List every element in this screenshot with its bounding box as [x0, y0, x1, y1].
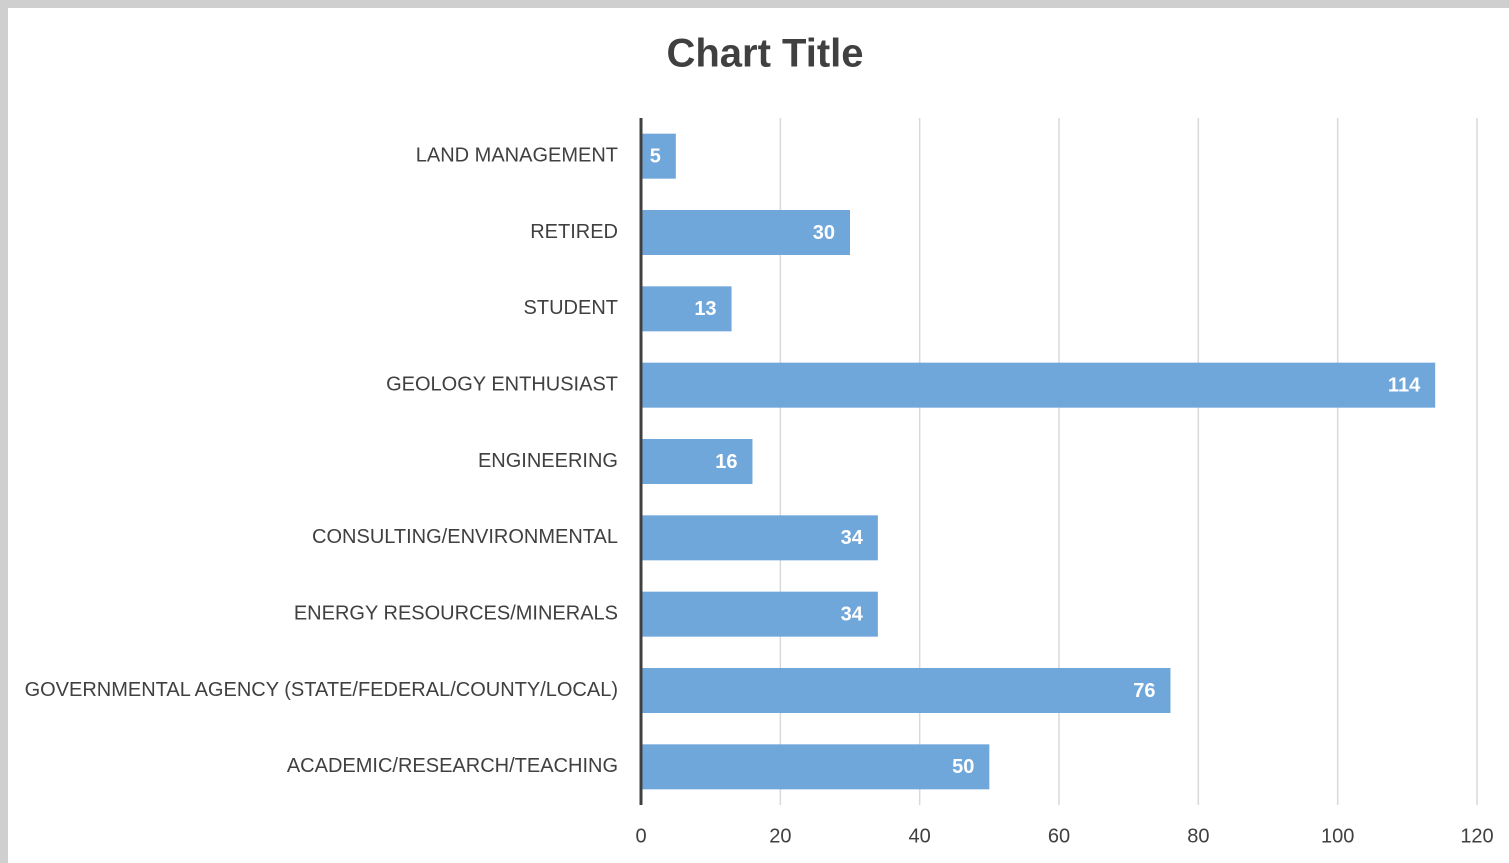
value-label: 34 [841, 527, 864, 549]
bar [641, 668, 1171, 713]
x-tick-label: 120 [1460, 825, 1493, 847]
bar [641, 515, 878, 561]
y-tick-label: LAND MANAGEMENT [416, 144, 618, 166]
y-tick-label: GOVERNMENTAL AGENCY (STATE/FEDERAL/COUNT… [25, 679, 618, 701]
value-label: 50 [952, 756, 974, 778]
value-label: 5 [650, 145, 661, 167]
value-label: 114 [1388, 374, 1421, 396]
bar [641, 591, 878, 637]
chart-title: Chart Title [666, 32, 863, 76]
y-tick-label: CONSULTING/ENVIRONMENTAL [312, 526, 618, 548]
x-tick-label: 100 [1321, 825, 1354, 847]
bar [641, 286, 732, 332]
x-tick-label: 20 [769, 825, 791, 847]
x-tick-label: 80 [1187, 825, 1209, 847]
y-tick-label: ENGINEERING [478, 450, 618, 472]
value-label: 76 [1133, 680, 1155, 702]
y-tick-label: ENERGY RESOURCES/MINERALS [294, 602, 618, 624]
value-label: 13 [694, 298, 716, 320]
value-label: 30 [813, 222, 835, 244]
bar [641, 133, 676, 179]
x-tick-label: 60 [1048, 825, 1070, 847]
bar [641, 744, 990, 790]
y-tick-label: GEOLOGY ENTHUSIAST [386, 373, 618, 395]
bar [641, 210, 850, 255]
x-tick-label: 40 [909, 825, 931, 847]
chart-area [8, 8, 1509, 863]
bar [641, 439, 753, 484]
x-tick-label: 0 [635, 825, 646, 847]
bar [641, 362, 1436, 408]
y-tick-label: STUDENT [524, 297, 618, 319]
y-tick-label: RETIRED [530, 221, 618, 243]
value-label: 34 [841, 603, 864, 625]
y-tick-label: ACADEMIC/RESEARCH/TEACHING [287, 755, 618, 777]
value-label: 16 [715, 451, 737, 473]
